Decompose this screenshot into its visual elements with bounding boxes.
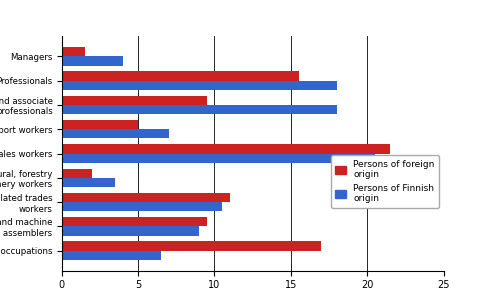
Bar (62, 226, 199, 236)
Bar (62, 178, 115, 187)
Bar (62, 169, 92, 178)
Bar (62, 56, 123, 66)
Bar (62, 144, 390, 154)
Bar (62, 202, 222, 211)
Legend: Persons of foreign
origin, Persons of Finnish
origin: Persons of foreign origin, Persons of Fi… (331, 155, 439, 208)
Bar (62, 47, 85, 56)
Bar (62, 154, 375, 163)
Bar (62, 193, 230, 202)
Bar (62, 81, 337, 90)
Bar (62, 120, 138, 129)
Bar (62, 96, 207, 105)
Bar (62, 105, 337, 114)
Bar (62, 217, 207, 226)
Bar (62, 129, 169, 138)
Bar (62, 241, 321, 251)
Bar (62, 251, 161, 260)
Bar (62, 71, 298, 81)
